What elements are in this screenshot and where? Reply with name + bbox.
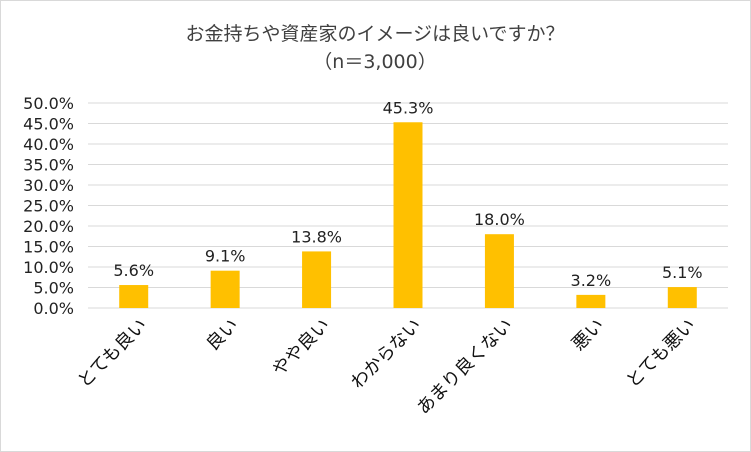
bar bbox=[302, 251, 332, 308]
bar bbox=[210, 270, 240, 308]
y-axis: 0.0%5.0% 10.0%15.0% 20.0%25.0% 30.0%35.0% 40… bbox=[23, 94, 74, 318]
y-tick-label: 45.0% bbox=[23, 115, 74, 134]
y-tick-label: 40.0% bbox=[23, 135, 74, 154]
category-label: やや良い bbox=[268, 315, 334, 381]
y-tick-label: 35.0% bbox=[23, 156, 74, 175]
chart-subtitle: （n＝3,000） bbox=[313, 51, 436, 73]
bar bbox=[484, 234, 514, 308]
y-tick-label: 30.0% bbox=[23, 176, 74, 195]
chart-title: お金持ちや資産家のイメージは良いですか？ bbox=[185, 23, 564, 45]
bar bbox=[119, 285, 149, 308]
y-tick-label: 10.0% bbox=[23, 258, 74, 277]
category-label: あまり良くない bbox=[413, 315, 517, 419]
category-label: 悪い bbox=[568, 315, 608, 355]
bars bbox=[119, 122, 697, 309]
y-tick-label: 5.0% bbox=[33, 279, 74, 298]
data-label: 5.6% bbox=[113, 261, 154, 280]
data-label: 3.2% bbox=[571, 271, 612, 290]
category-label: とても良い bbox=[74, 315, 151, 392]
bar bbox=[667, 287, 697, 308]
y-tick-label: 50.0% bbox=[23, 94, 74, 113]
data-label: 45.3% bbox=[383, 98, 434, 117]
data-label: 9.1% bbox=[205, 247, 246, 266]
bar bbox=[576, 294, 606, 308]
y-tick-label: 15.0% bbox=[23, 238, 74, 257]
data-label: 5.1% bbox=[662, 263, 703, 282]
data-label: 18.0% bbox=[474, 210, 525, 229]
category-label: わからない bbox=[347, 315, 425, 393]
bar bbox=[393, 122, 423, 309]
y-tick-label: 0.0% bbox=[33, 299, 74, 318]
data-label: 13.8% bbox=[291, 227, 342, 246]
category-label: とても悪い bbox=[622, 315, 699, 392]
y-tick-label: 20.0% bbox=[23, 217, 74, 236]
y-tick-label: 25.0% bbox=[23, 197, 74, 216]
data-labels: 5.6% 9.1% 13.8% 45.3% 18.0% 3.2% 5.1% bbox=[113, 98, 702, 290]
category-label: 良い bbox=[202, 315, 242, 355]
